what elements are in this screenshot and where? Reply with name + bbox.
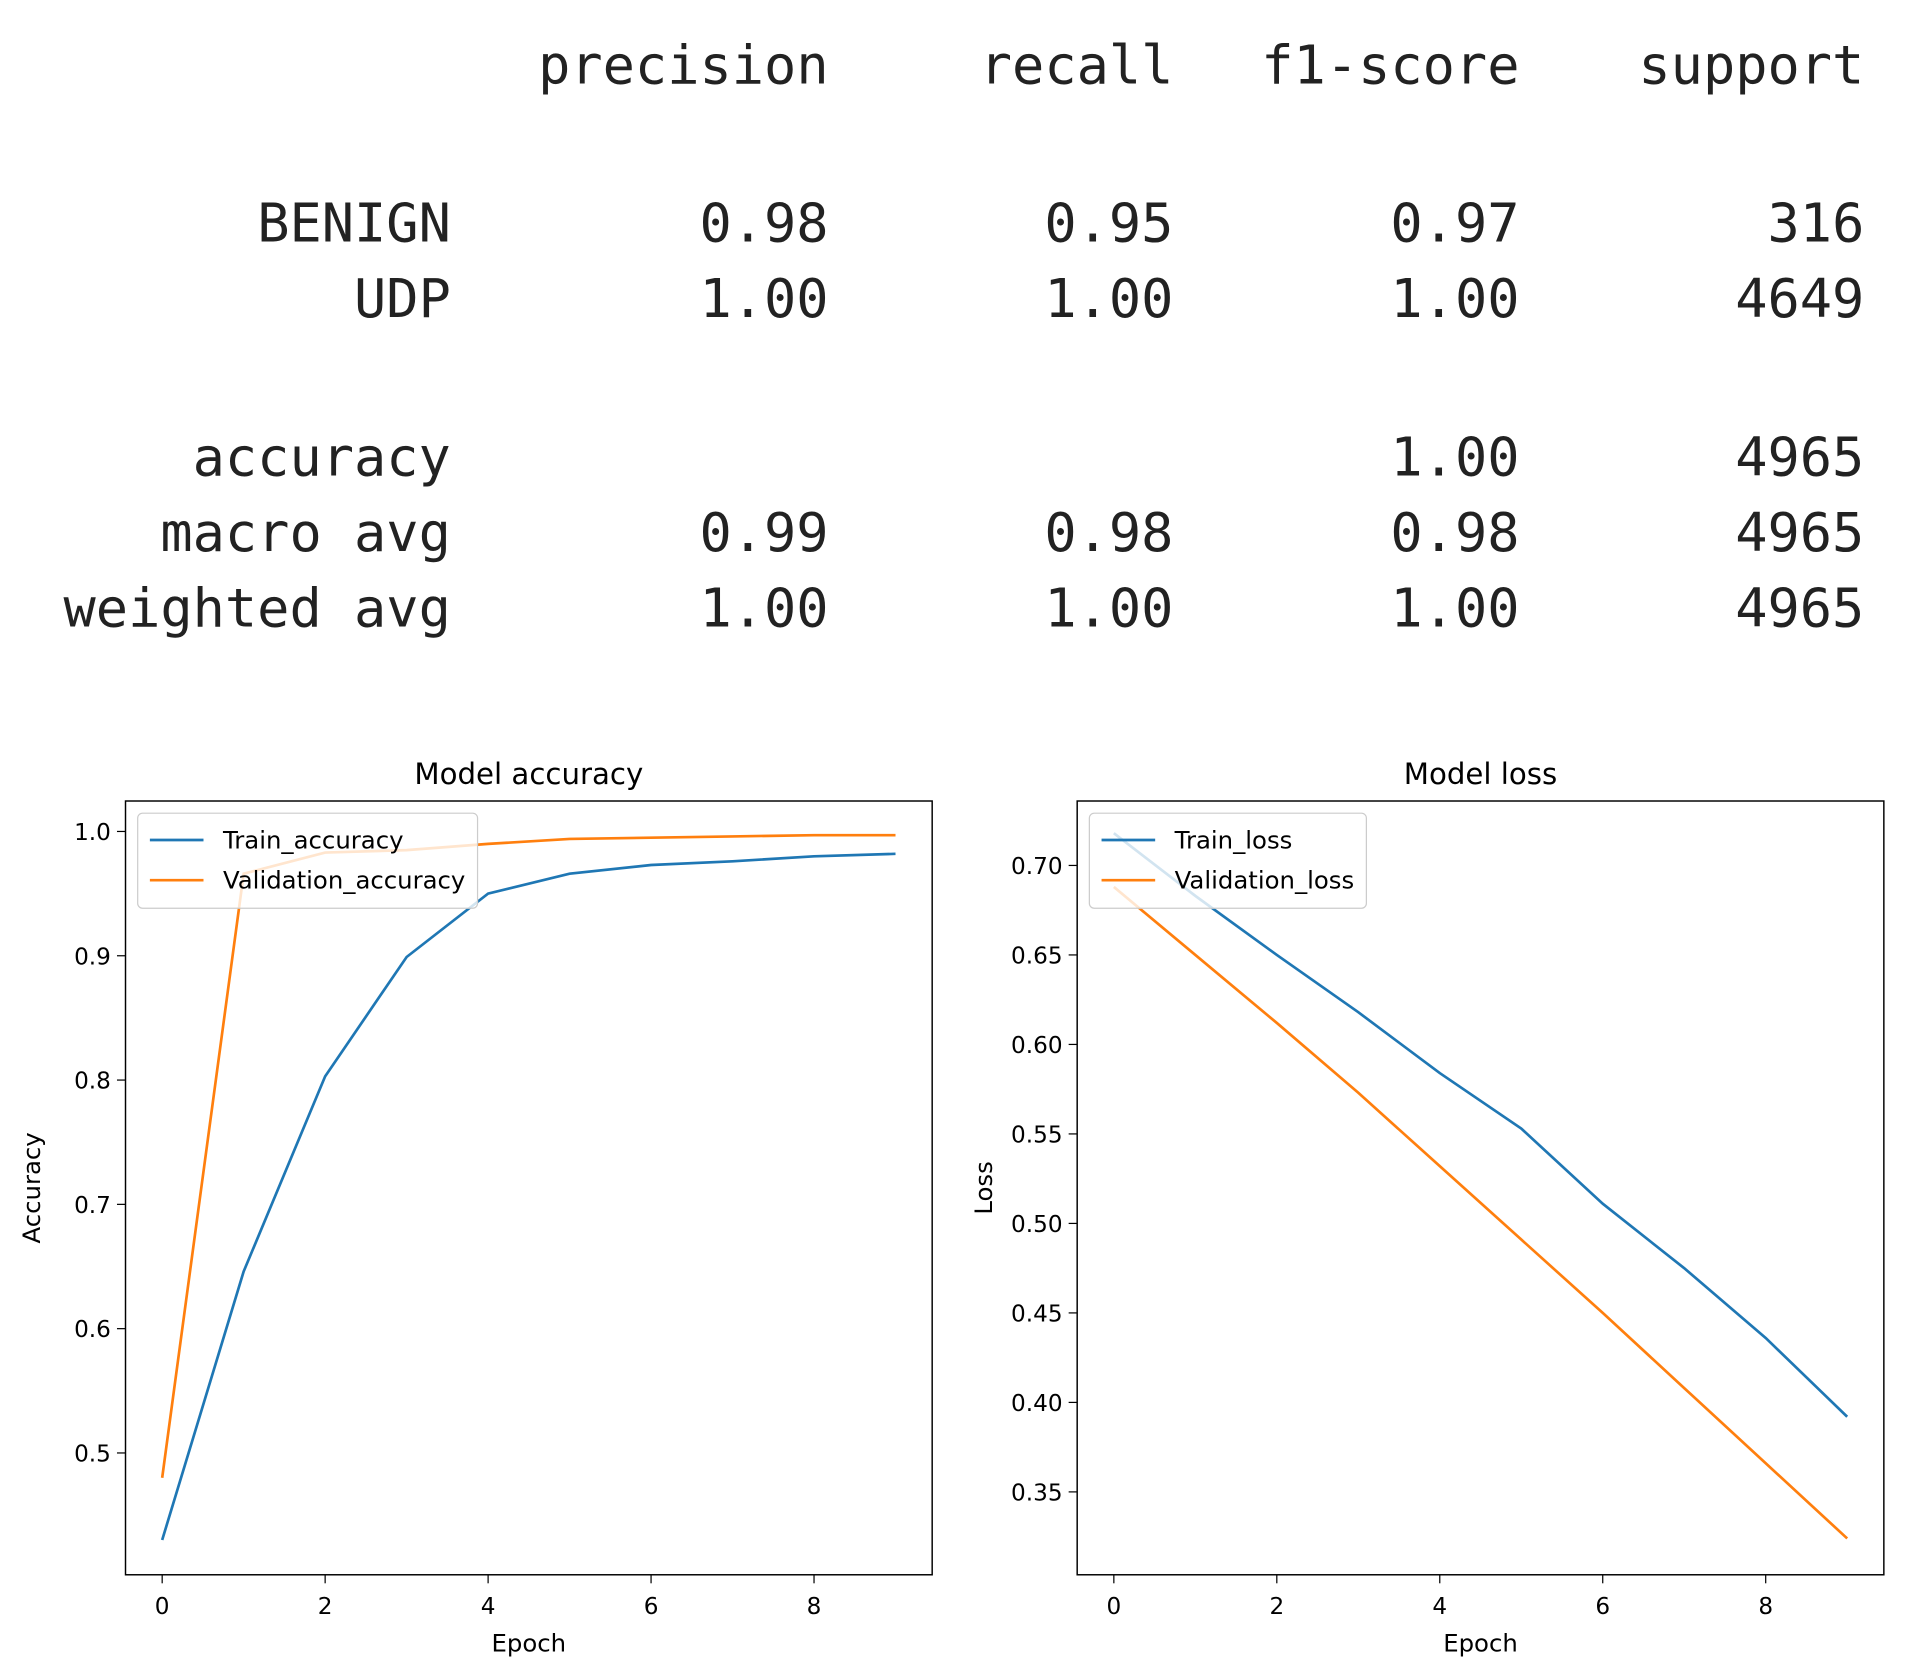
column-header: precision bbox=[538, 33, 828, 96]
legend: Train_loss Validation_loss bbox=[1088, 812, 1367, 909]
legend-label: Validation_accuracy bbox=[223, 866, 465, 895]
chart: Model loss Epoch Loss 0 2 4 6 8 0.35 0.40 0.45 0.50… bbox=[969, 757, 1885, 1658]
y-tick-label: 0.9 bbox=[74, 944, 111, 970]
cell: 0.99 bbox=[699, 501, 828, 564]
x-tick-label: 8 bbox=[807, 1594, 822, 1620]
plot-frame bbox=[1076, 800, 1885, 1576]
x-axis-label: Epoch bbox=[492, 1629, 567, 1658]
y-tick-label: 0.35 bbox=[1011, 1480, 1063, 1506]
x-tick-label: 6 bbox=[1595, 1594, 1610, 1620]
legend: Train_accuracy Validation_accuracy bbox=[137, 812, 479, 909]
y-tick-label: 0.8 bbox=[74, 1069, 111, 1095]
line-series bbox=[160, 852, 896, 1541]
y-axis-label: Loss bbox=[969, 1161, 998, 1214]
x-tick-label: 6 bbox=[644, 1594, 659, 1620]
y-tick-label: 1.0 bbox=[74, 820, 111, 846]
x-tick-label: 0 bbox=[155, 1594, 170, 1620]
legend-label: Validation_loss bbox=[1175, 866, 1355, 895]
plot-frame bbox=[124, 800, 933, 1576]
column-header: f1-score bbox=[1261, 33, 1519, 96]
y-tick-label: 0.65 bbox=[1011, 943, 1063, 969]
cell: 0.98 bbox=[1390, 501, 1519, 564]
row-label: BENIGN bbox=[257, 192, 451, 255]
row-label: accuracy bbox=[193, 426, 451, 489]
row-label: UDP bbox=[354, 267, 451, 330]
cell: 1.00 bbox=[699, 267, 828, 330]
chart: Model accuracy Epoch Accuracy 0 2 4 6 8 0.5 0.6 0.… bbox=[17, 757, 933, 1658]
cell: 0.95 bbox=[1044, 192, 1173, 255]
x-tick-label: 8 bbox=[1758, 1594, 1773, 1620]
y-tick-label: 0.5 bbox=[74, 1441, 111, 1467]
legend-box bbox=[1088, 812, 1367, 909]
cell: 1.00 bbox=[1390, 426, 1519, 489]
cell: 1.00 bbox=[699, 577, 828, 640]
x-tick-label: 2 bbox=[1269, 1594, 1284, 1620]
chart-title: Model accuracy bbox=[414, 757, 643, 791]
y-axis-label: Accuracy bbox=[17, 1132, 46, 1243]
line-series bbox=[1113, 832, 1849, 1418]
cell: 1.00 bbox=[1390, 577, 1519, 640]
cell: 4965 bbox=[1735, 577, 1864, 640]
y-tick-label: 0.6 bbox=[74, 1317, 111, 1343]
cell: 4965 bbox=[1735, 426, 1864, 489]
cell: 0.98 bbox=[699, 192, 828, 255]
y-tick-label: 0.70 bbox=[1011, 854, 1063, 880]
y-tick-label: 0.60 bbox=[1011, 1033, 1063, 1059]
cell: 4649 bbox=[1735, 267, 1864, 330]
cell: 316 bbox=[1768, 192, 1865, 255]
cell: 0.98 bbox=[1044, 501, 1173, 564]
column-header: support bbox=[1638, 33, 1864, 96]
row-label: weighted avg bbox=[64, 577, 451, 640]
y-tick-label: 0.45 bbox=[1011, 1301, 1063, 1327]
legend-label: Train_loss bbox=[1174, 826, 1293, 855]
cell: 4965 bbox=[1735, 501, 1864, 564]
x-tick-label: 2 bbox=[318, 1594, 333, 1620]
x-axis-label: Epoch bbox=[1443, 1629, 1518, 1658]
y-tick-label: 0.50 bbox=[1011, 1212, 1063, 1238]
cell: 0.97 bbox=[1390, 192, 1519, 255]
row-label: macro avg bbox=[160, 501, 450, 564]
y-tick-label: 0.40 bbox=[1011, 1391, 1063, 1417]
legend-label: Train_accuracy bbox=[222, 826, 404, 855]
cell: 1.00 bbox=[1044, 577, 1173, 640]
chart-title: Model loss bbox=[1404, 757, 1558, 791]
y-tick-label: 0.7 bbox=[74, 1193, 111, 1219]
x-tick-label: 0 bbox=[1106, 1594, 1121, 1620]
line-series bbox=[160, 833, 896, 1478]
line-series bbox=[1112, 885, 1849, 1540]
x-tick-label: 4 bbox=[1432, 1594, 1447, 1620]
legend-box bbox=[137, 812, 479, 909]
cell: 1.00 bbox=[1044, 267, 1173, 330]
x-tick-label: 4 bbox=[481, 1594, 496, 1620]
column-header: recall bbox=[980, 33, 1174, 96]
y-tick-label: 0.55 bbox=[1011, 1122, 1063, 1148]
cell: 1.00 bbox=[1390, 267, 1519, 330]
